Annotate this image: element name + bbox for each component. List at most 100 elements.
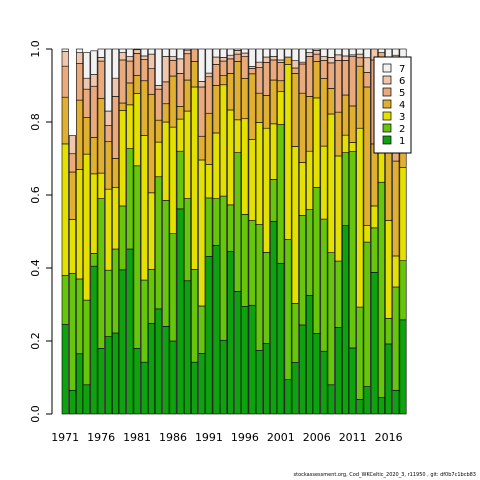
y-tick-label: 0.8 (29, 113, 42, 131)
segment-1977-age-5 (104, 125, 112, 143)
segment-1993-age-5 (219, 60, 227, 76)
segment-1995-age-1 (234, 291, 242, 415)
bar-1991 (205, 48, 213, 415)
segment-2004-age-7 (298, 48, 306, 63)
segment-1984-age-3 (155, 141, 163, 178)
x-tick-label: 2016 (375, 431, 403, 444)
segment-1976-age-7 (97, 48, 105, 58)
legend-swatch (382, 123, 392, 133)
bar-2006 (313, 48, 321, 415)
segment-1994-age-3 (227, 109, 235, 206)
segment-1985-age-1 (162, 326, 170, 415)
segment-2004-age-2 (298, 215, 306, 326)
segment-2001-age-3 (277, 91, 285, 125)
segment-2011-age-4 (349, 105, 357, 143)
segment-1974-age-5 (83, 88, 91, 118)
segment-1992-age-7 (212, 48, 220, 58)
segment-1993-age-2 (219, 195, 227, 341)
segment-2008-age-5 (327, 62, 335, 89)
segment-1986-age-3 (169, 126, 177, 234)
segment-2000-age-2 (270, 179, 278, 222)
segment-1978-age-3 (112, 187, 120, 250)
segment-2017-age-4 (392, 160, 400, 257)
segment-1999-age-3 (262, 127, 270, 253)
segment-1989-age-4 (191, 61, 199, 88)
x-tick-label: 1996 (231, 431, 259, 444)
segment-1996-age-1 (241, 306, 249, 415)
segment-1977-age-2 (104, 269, 112, 337)
segment-2004-age-3 (298, 162, 306, 216)
segment-2012-age-6 (356, 53, 364, 59)
x-tick-label: 1986 (159, 431, 187, 444)
segment-1983-age-6 (147, 53, 155, 70)
segment-2002-age-2 (284, 239, 292, 380)
bar-1981 (133, 48, 141, 415)
x-tick-label: 2011 (339, 431, 367, 444)
bar-1972 (68, 135, 76, 415)
segment-2004-age-5 (298, 63, 306, 94)
y-tick-label: 1.0 (29, 40, 42, 58)
segment-1975-age-3 (90, 173, 98, 254)
segment-1999-age-6 (262, 56, 270, 63)
segment-1985-age-3 (162, 121, 170, 201)
segment-2007-age-3 (320, 145, 328, 220)
y-tick-label: 0.4 (29, 259, 42, 277)
segment-1972-age-1 (68, 389, 76, 415)
segment-1994-age-2 (227, 204, 235, 252)
segment-1998-age-5 (255, 67, 263, 94)
bar-2013 (363, 48, 371, 415)
bar-2011 (349, 48, 357, 415)
segment-2007-age-6 (320, 56, 328, 61)
bar-1971 (61, 48, 69, 415)
legend-item-2: 2 (382, 123, 405, 135)
segment-1975-age-4 (90, 137, 98, 175)
segment-1982-age-3 (140, 135, 148, 281)
segment-1988-age-2 (183, 198, 191, 282)
segment-1971-age-3 (61, 143, 69, 276)
bar-1979 (119, 48, 127, 415)
segment-1971-age-7 (61, 48, 69, 52)
segment-2013-age-3 (363, 225, 371, 243)
segment-1992-age-5 (212, 64, 220, 86)
segment-1989-age-3 (191, 86, 199, 270)
segment-1983-age-1 (147, 323, 155, 415)
segment-2012-age-4 (356, 65, 364, 129)
x-tick-label: 1991 (195, 431, 223, 444)
segment-1974-age-7 (83, 52, 91, 79)
segment-2001-age-7 (277, 48, 285, 61)
segment-1974-age-2 (83, 299, 91, 386)
segment-1988-age-4 (183, 79, 191, 112)
legend-swatch (382, 135, 392, 145)
bar-2004 (298, 48, 306, 415)
bar-1977 (104, 48, 112, 415)
segment-2000-age-7 (270, 48, 278, 57)
segment-1977-age-4 (104, 141, 112, 190)
segment-2007-age-5 (320, 60, 328, 79)
segment-2017-age-2 (392, 286, 400, 391)
segment-1997-age-5 (248, 68, 256, 75)
segment-2005-age-1 (306, 295, 314, 415)
segment-1991-age-1 (205, 256, 213, 415)
segment-1984-age-2 (155, 176, 163, 310)
segment-1976-age-5 (97, 60, 105, 99)
segment-1997-age-2 (248, 220, 256, 306)
segment-1998-age-3 (255, 122, 263, 225)
bar-2001 (277, 48, 285, 415)
segment-1998-age-4 (255, 92, 263, 123)
segment-2010-age-6 (342, 55, 350, 61)
segment-1985-age-2 (162, 200, 170, 327)
segment-2009-age-1 (334, 327, 342, 415)
segment-2005-age-6 (306, 52, 314, 57)
segment-1972-age-2 (68, 273, 76, 391)
segment-1987-age-7 (176, 48, 184, 60)
segment-1974-age-4 (83, 117, 91, 155)
segment-1986-age-4 (169, 75, 177, 128)
segment-1976-age-2 (97, 198, 105, 349)
legend-item-4: 4 (382, 99, 405, 111)
segment-1991-age-5 (205, 76, 213, 114)
segment-1984-age-6 (155, 85, 163, 90)
segment-1976-age-6 (97, 57, 105, 62)
segment-1998-age-6 (255, 61, 263, 68)
segment-1973-age-6 (76, 52, 84, 64)
segment-2011-age-1 (349, 347, 357, 415)
